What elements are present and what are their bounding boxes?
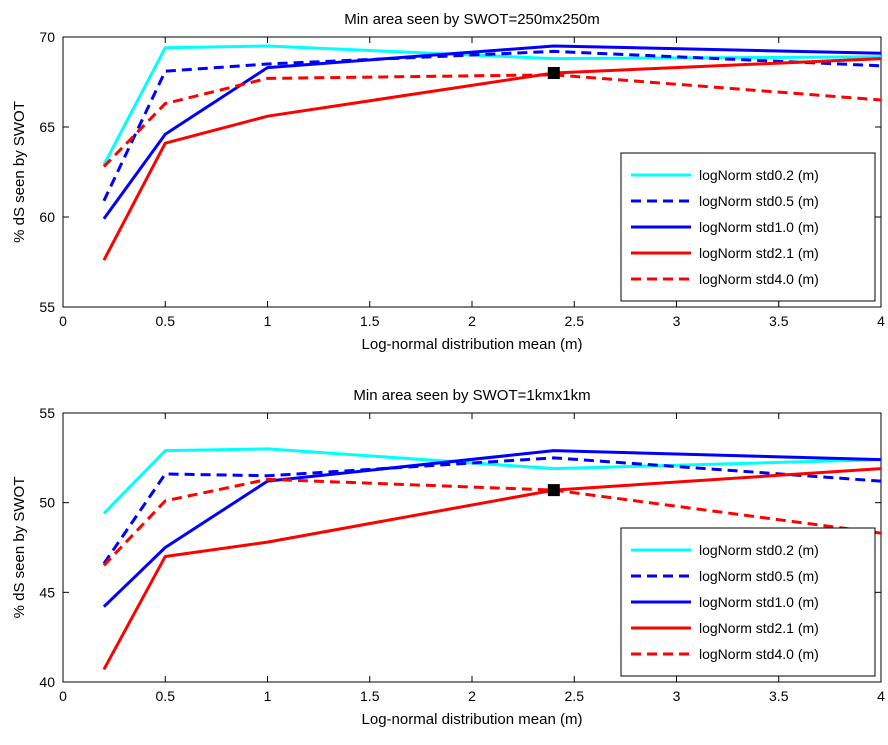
top-highlight-marker: [547, 67, 560, 79]
top-y-tick-label: 60: [39, 209, 55, 225]
top-series-line-5: [102, 73, 881, 168]
top-x-tick-label: 1: [264, 313, 272, 329]
bottom-series-line-3: [102, 449, 881, 608]
bottom-legend-label-5: logNorm std4.0 (m): [699, 646, 819, 662]
bottom-x-tick-label: 1: [264, 688, 272, 704]
bottom-highlight-marker: [547, 484, 560, 497]
top-series-line-3: [102, 44, 881, 220]
top-x-tick-label: 0.5: [156, 313, 176, 329]
top-series-line-1: [102, 44, 881, 166]
top-chart: 0 0.5 1 1.5 2 2.5 3 3.5 4 55 60 65 70 Min area seen b…: [11, 11, 885, 353]
top-x-tick-label: 3: [673, 313, 681, 329]
bottom-x-tick-label: 0.5: [156, 688, 176, 704]
top-x-tick-label: 4: [877, 313, 885, 329]
top-chart-title: Min area seen by SWOT=250mx250m: [344, 11, 600, 28]
top-y-axis-label: % dS seen by SWOT: [11, 101, 28, 243]
bottom-x-tick-label: 3: [673, 688, 681, 704]
bottom-x-tick-label: 3.5: [769, 688, 789, 704]
top-series-group: [102, 44, 881, 261]
bottom-y-tick-label: 40: [39, 674, 55, 690]
bottom-series-group: [102, 447, 881, 671]
top-y-tick-label: 65: [39, 119, 55, 135]
top-legend-label-2: logNorm std0.5 (m): [699, 193, 819, 209]
top-x-axis-label: Log-normal distribution mean (m): [362, 336, 583, 353]
bottom-chart: 0 0.5 1 1.5 2 2.5 3 3.5 4 40 45 50 55 Min area seen b…: [11, 387, 885, 728]
bottom-x-tick-label: 1.5: [360, 688, 380, 704]
bottom-series-line-4: [102, 467, 881, 671]
bottom-y-tick-label: 50: [39, 495, 55, 511]
top-x-tick-label: 0: [59, 313, 67, 329]
top-x-tick-label: 2.5: [565, 313, 585, 329]
top-x-tick-label: 3.5: [769, 313, 789, 329]
bottom-y-tick-label: 45: [39, 584, 55, 600]
bottom-series-line-2: [102, 456, 881, 565]
top-series-line-2: [102, 49, 881, 202]
top-y-tick-label: 70: [39, 29, 55, 45]
top-x-tick-label: 2: [468, 313, 476, 329]
bottom-chart-title: Min area seen by SWOT=1kmx1km: [353, 387, 590, 404]
bottom-x-tick-label: 2: [468, 688, 476, 704]
bottom-x-tick-label: 2.5: [565, 688, 585, 704]
top-y-tick-label: 55: [39, 299, 55, 315]
bottom-x-tick-label: 0: [59, 688, 67, 704]
top-legend-label-3: logNorm std1.0 (m): [699, 219, 819, 235]
top-legend: logNorm std0.2 (m) logNorm std0.5 (m) logN…: [620, 152, 876, 302]
bottom-x-axis-label: Log-normal distribution mean (m): [362, 711, 583, 728]
bottom-legend-label-4: logNorm std2.1 (m): [699, 620, 819, 636]
top-legend-label-5: logNorm std4.0 (m): [699, 271, 819, 287]
top-legend-label-1: logNorm std0.2 (m): [699, 167, 819, 183]
bottom-legend-label-3: logNorm std1.0 (m): [699, 594, 819, 610]
top-series-line-4: [102, 57, 881, 261]
bottom-y-tick-label: 55: [39, 405, 55, 421]
top-legend-label-4: logNorm std2.1 (m): [699, 245, 819, 261]
bottom-series-line-5: [102, 477, 881, 567]
bottom-y-axis-label: % dS seen by SWOT: [11, 477, 28, 619]
bottom-legend-label-1: logNorm std0.2 (m): [699, 542, 819, 558]
top-x-tick-label: 1.5: [360, 313, 380, 329]
bottom-x-tick-label: 4: [877, 688, 885, 704]
bottom-series-line-1: [102, 447, 881, 515]
bottom-legend: logNorm std0.2 (m) logNorm std0.5 (m) logN…: [620, 527, 876, 677]
bottom-legend-label-2: logNorm std0.5 (m): [699, 568, 819, 584]
